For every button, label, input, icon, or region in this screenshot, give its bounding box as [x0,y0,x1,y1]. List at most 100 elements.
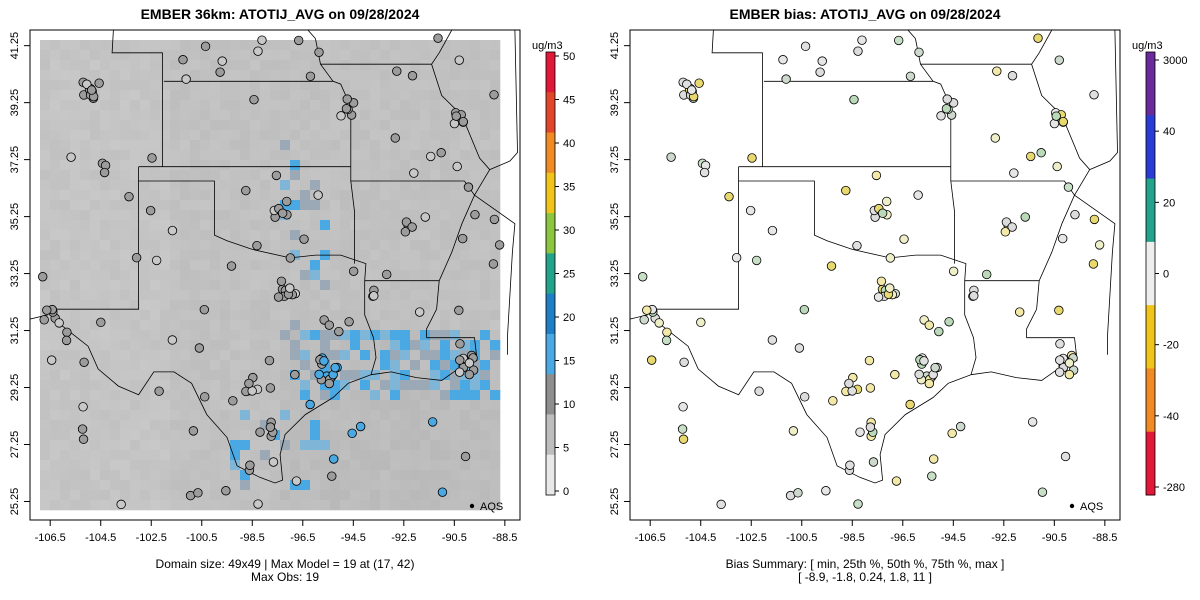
x-tick-label: -92.5 [391,532,416,544]
station-marker [494,240,505,250]
bias-station-marker [677,424,688,434]
bias-station-marker [686,85,697,95]
bias-station-marker [1058,116,1068,127]
station-marker [392,66,402,76]
state-border [350,166,355,264]
station-marker [347,428,357,439]
bias-station-marker [914,47,924,57]
bias-station-marker [788,426,799,436]
bias-station-marker [871,170,882,181]
station-marker [244,378,254,389]
station-marker [228,396,238,406]
bias-station-marker [877,208,888,218]
y-tick-label: 35.25 [9,203,21,231]
colorbar-tick-label: 35 [563,182,575,194]
station-marker [390,133,400,143]
bias-station-marker [1000,227,1011,237]
bias-station-marker [815,67,825,77]
station-marker [414,307,425,317]
colorbar-tick-label: 40 [563,138,575,150]
station-marker [457,233,468,244]
domain-summary-line1: Domain size: 49x49 | Max Model = 19 at (… [155,557,415,571]
station-marker [400,227,411,237]
colorbar-segment [546,213,555,254]
colorbar-tick-label: 5 [563,443,569,455]
station-marker [407,71,418,81]
station-marker [330,362,340,373]
colorbar-segment [546,92,555,134]
legend-dot-icon [469,503,475,509]
station-marker [427,417,438,427]
station-marker [282,196,292,207]
station-marker [46,355,57,365]
bias-station-marker [781,74,791,84]
bias-station-marker [853,499,863,509]
bias-station-marker [1027,417,1038,427]
station-marker [409,168,419,178]
station-marker [285,253,296,263]
colorbar-segment [546,414,555,456]
y-tick-label: 29.25 [9,374,21,402]
bias-station-marker [992,66,1002,76]
station-marker [221,486,231,496]
bias-station-marker [905,399,915,410]
bias-station-marker [821,486,831,496]
x-tick-label: -90.5 [1042,532,1067,544]
bias-station-marker [845,460,855,470]
bias-station-marker [930,362,940,373]
station-marker [193,488,203,498]
station-marker [181,74,191,84]
bias-station-marker [1094,240,1105,250]
colorbar-segment [1146,431,1155,496]
station-marker [116,499,126,510]
colorbar-segment [546,333,555,375]
bias-station-marker [817,56,827,66]
station-marker [348,266,359,276]
x-tick-label: -92.5 [991,532,1016,544]
y-tick-label: 31.25 [9,317,21,345]
bias-station-marker [646,355,657,365]
bias-station-marker [1089,90,1099,100]
x-tick-label: -90.5 [442,532,467,544]
colorbar-tick-label: 40 [1163,126,1175,138]
bias-station-marker [642,305,652,315]
bias-station-marker [1036,148,1046,158]
state-border [489,30,518,170]
colorbar-tick-label: 30 [563,225,575,237]
station-marker [336,111,346,121]
bias-station-marker [678,434,689,444]
station-marker [342,94,352,104]
bias-station-marker [865,422,876,432]
station-marker [341,104,352,114]
bias-station-marker [1037,487,1048,497]
station-marker [200,41,211,52]
bias-station-marker [1051,111,1061,121]
bias-station-marker [948,266,959,276]
station-marker [489,90,499,100]
bias-station-marker [1020,212,1030,222]
bias-station-marker [969,291,979,301]
station-marker [273,292,284,302]
state-border [426,337,478,361]
bias-station-marker [947,428,957,439]
bias-station-marker [637,272,648,282]
bias-station-marker [1060,451,1071,462]
x-tick-label: -100.5 [186,532,217,544]
bias-station-marker [868,457,879,467]
station-marker [167,335,178,345]
station-marker [188,426,199,436]
bias-station-marker [1057,233,1068,244]
model-grid [40,40,501,511]
bias-station-marker [852,240,862,251]
station-marker [253,499,263,509]
x-tick-label: -100.5 [786,532,817,544]
station-marker [86,85,97,95]
station-marker [151,255,162,266]
state-border [630,314,648,320]
domain-summary-line2: Max Obs: 19 [250,570,320,584]
bias-station-marker [662,327,672,337]
station-marker [39,315,49,325]
state-border [920,52,1040,65]
station-marker [294,35,304,46]
x-tick-label: -96.5 [290,532,315,544]
